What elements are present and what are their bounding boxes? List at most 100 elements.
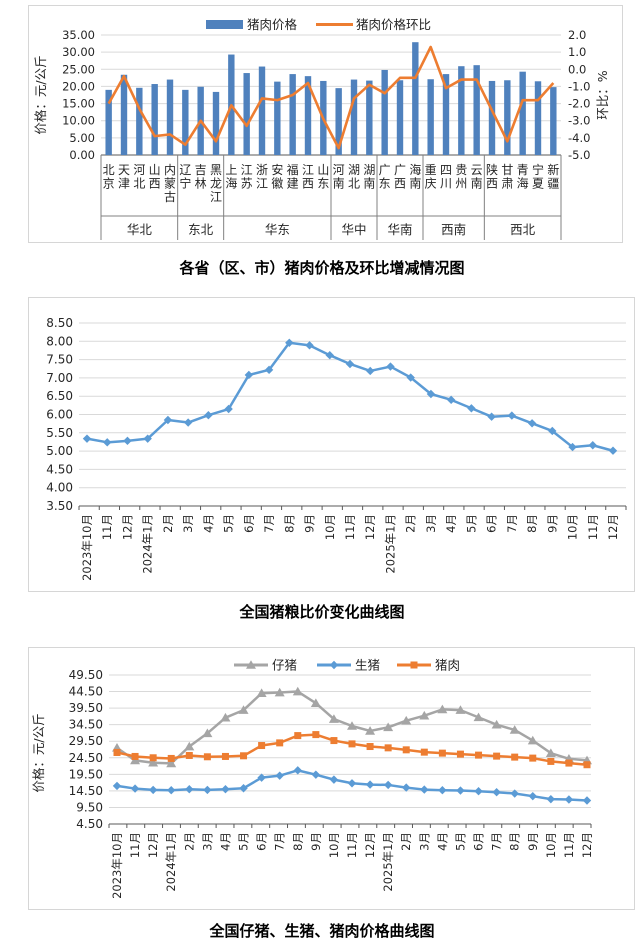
x-month-label: 6月 [242, 514, 256, 533]
region-label: 华中 [341, 222, 366, 237]
region-label: 华北 [127, 222, 153, 237]
y-tick: 7.00 [46, 371, 73, 385]
x-month-label: 10月 [323, 514, 337, 540]
piglet-hog-pork-chart: 49.50 44.50 39.50 34.50 29.50 24.50 19.50 14.50… [31, 658, 594, 899]
x-month-label: 4月 [201, 514, 215, 533]
province-label: 安徽 [271, 162, 283, 191]
x-month-label: 4月 [218, 832, 232, 851]
pig-grain-ratio-line [86, 341, 614, 452]
y-tick: 14.50 [69, 784, 103, 798]
province-pork-price-chart: 35.00 2.0 30.00 1.0 25.00 0.0 20.00 -1.0 15.00 -2… [33, 17, 610, 240]
y-tick: 5.00 [46, 444, 73, 458]
x-month-label: 2023年10月 [110, 832, 124, 899]
x-month-label: 8月 [525, 514, 539, 533]
x-month-label: 9月 [526, 832, 540, 851]
province-label: 北京 [103, 163, 115, 191]
x-month-label: 2月 [404, 514, 418, 533]
x-month-label: 12月 [363, 514, 377, 540]
x-month-label: 6月 [472, 832, 486, 851]
bar [458, 66, 465, 155]
x-month-label: 6月 [485, 514, 499, 533]
x-month-label: 7月 [273, 832, 287, 851]
y-left-tick: 5.00 [69, 131, 95, 145]
x-month-label: 12月 [146, 832, 160, 858]
bar [381, 69, 388, 155]
legend: 猪肉价格 猪肉价格环比 [206, 17, 431, 32]
province-label: 河北 [133, 163, 145, 191]
province-label: 贵州 [455, 163, 467, 191]
y-tick: 19.50 [69, 767, 103, 781]
region-label: 西北 [510, 222, 536, 237]
bar [136, 87, 143, 155]
x-month-label: 10月 [566, 514, 580, 540]
y-tick: 4.50 [76, 817, 103, 831]
bar [274, 81, 281, 155]
bar [427, 79, 434, 155]
province-label: 河南 [333, 163, 345, 191]
province-label: 新疆 [547, 162, 559, 191]
y-tick: 6.50 [46, 389, 73, 403]
y-left-tick: 25.00 [62, 62, 95, 76]
x-month-label: 11月 [128, 832, 142, 858]
legend-label-mom: 猪肉价格环比 [356, 17, 431, 32]
x-month-label: 2月 [399, 832, 413, 851]
province-label: 重庆 [425, 163, 437, 191]
x-month-label: 12月 [580, 832, 594, 858]
province-label: 广西 [394, 163, 406, 191]
x-month-label: 2月 [161, 514, 175, 533]
x-month-label: 11月 [100, 514, 114, 540]
province-label: 陕西 [486, 162, 498, 191]
bar [519, 71, 526, 155]
province-label: 福建 [287, 162, 299, 191]
y-tick: 44.50 [69, 685, 103, 699]
x-month-label: 9月 [309, 832, 323, 851]
y-right-tick: 1.0 [568, 45, 586, 59]
x-month-label: 12月 [363, 832, 377, 858]
bar [504, 80, 511, 155]
pig-grain-ratio-chart-title: 全国猪粮比价变化曲线图 [239, 603, 405, 621]
x-month-label: 3月 [424, 514, 438, 533]
province-label: 上海 [225, 163, 237, 191]
x-month-label: 11月 [586, 514, 600, 540]
x-month-label: 9月 [303, 514, 317, 533]
y-tick: 4.50 [46, 462, 73, 476]
pig-grain-ratio-chart: 8.50 8.00 7.50 7.00 6.50 6.00 5.50 5.00 4.50 4.00… [46, 316, 627, 581]
bar [212, 91, 220, 155]
x-month-label: 3月 [200, 832, 214, 851]
x-month-label: 11月 [562, 832, 576, 858]
x-month-label: 12月 [606, 514, 620, 540]
x-month-label: 3月 [181, 514, 195, 533]
y-tick: 8.00 [46, 334, 73, 348]
province-label: 宁夏 [532, 162, 544, 191]
bar [289, 74, 296, 155]
province-label: 海南 [409, 162, 421, 191]
y-tick: 39.50 [69, 701, 103, 715]
x-month-label: 10月 [544, 832, 558, 858]
bar [105, 89, 112, 155]
x-month-label: 8月 [291, 832, 305, 851]
x-month-label: 10月 [327, 832, 341, 858]
x-month-label: 2024年1月 [164, 832, 178, 892]
y-right-axis-title: 环比：% [595, 70, 610, 120]
bar [350, 79, 358, 155]
y-left-tick: 15.00 [62, 97, 95, 111]
bar [120, 74, 128, 155]
y-tick: 3.50 [46, 499, 73, 513]
province-label: 浙江 [256, 163, 268, 191]
region-label: 东北 [188, 222, 214, 237]
piglet-hog-pork-chart-title: 全国仔猪、生猪、猪肉价格曲线图 [209, 922, 435, 940]
y-right-tick: 2.0 [568, 28, 586, 42]
x-month-label: 5月 [453, 832, 467, 851]
x-month-label: 6月 [255, 832, 269, 851]
bar [258, 66, 266, 155]
province-label: 云南 [471, 163, 483, 191]
bar [304, 76, 312, 155]
province-label: 广东 [379, 163, 391, 191]
province-label: 吉林 [195, 163, 207, 191]
province-label: 黑龙江 [210, 163, 222, 204]
province-chart-plot: 35.00 2.0 30.00 1.0 25.00 0.0 20.00 -1.0 15.00 -2… [33, 17, 610, 240]
province-label: 四川 [440, 163, 452, 191]
y-tick: 8.50 [46, 316, 73, 330]
province-label: 内蒙古 [164, 163, 176, 204]
